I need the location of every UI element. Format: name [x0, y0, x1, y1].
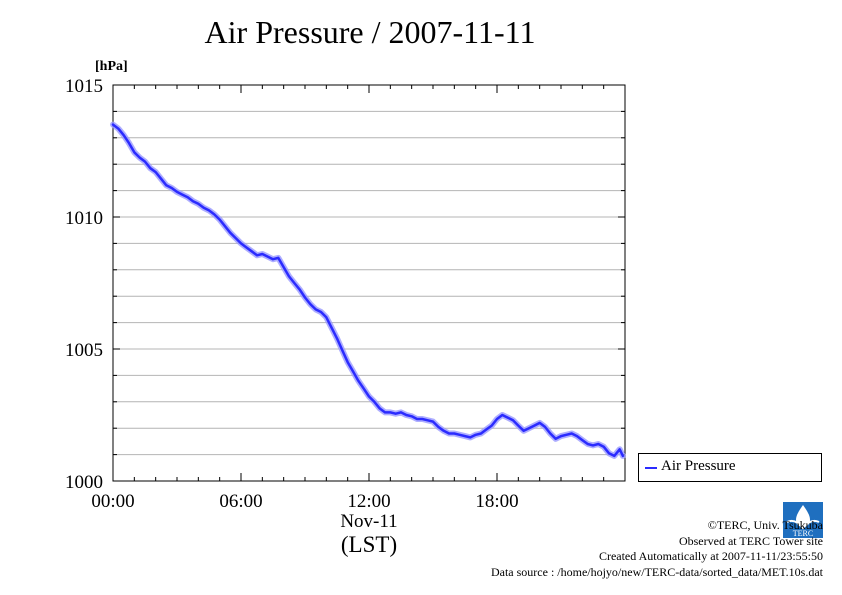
axis-ticks: 1000 1005 1010 1015 [hPa] 00:00 06:00 12:00 18:0…	[65, 59, 626, 557]
grid-lines	[113, 110, 625, 456]
legend: Air Pressure	[638, 453, 822, 482]
x-axis-label: (LST)	[341, 532, 397, 557]
series-line-halo	[110, 121, 626, 459]
observed-text: Observed at TERC Tower site	[678, 533, 823, 548]
logo-lettering: TERC	[793, 529, 813, 538]
y-axis-label: [hPa]	[95, 59, 128, 74]
terc-logo: TERC	[783, 502, 823, 538]
x-tick-label: 06:00	[219, 491, 262, 512]
y-tick-label: 1005	[65, 340, 103, 361]
legend-label: Air Pressure	[661, 458, 736, 474]
series-line-air-pressure	[111, 123, 625, 458]
plot-frame	[112, 84, 626, 482]
chart-title: Air Pressure / 2007-11-11	[204, 14, 536, 50]
y-tick-label: 1015	[65, 76, 103, 97]
credits-block: ©TERC, Univ. Tsukuba Observed at TERC To…	[491, 518, 823, 580]
x-tick-label: 12:00	[347, 491, 390, 512]
x-tick-label: 18:00	[475, 491, 518, 512]
x-tick-label: 00:00	[91, 491, 134, 512]
copyright-text: ©TERC, Univ. Tsukuba	[707, 518, 823, 532]
y-tick-label: 1000	[65, 472, 103, 493]
y-tick-label: 1010	[65, 208, 103, 229]
source-text: Data source : /home/hojyo/new/TERC-data/…	[490, 564, 823, 579]
created-text: Created Automatically at 2007-11-11/23:5…	[598, 549, 823, 564]
legend-swatch	[645, 467, 657, 469]
x-axis-date: Nov-11	[340, 511, 397, 532]
series-layer	[110, 121, 626, 459]
